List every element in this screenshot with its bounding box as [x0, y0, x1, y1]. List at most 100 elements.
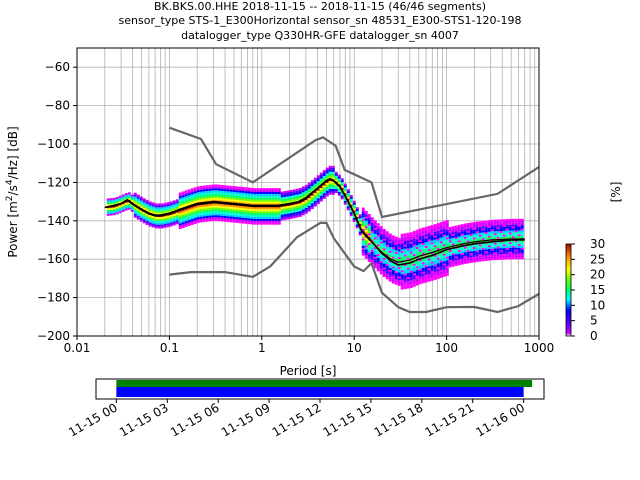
density-cell	[442, 242, 446, 245]
density-cell	[220, 186, 224, 189]
density-cell	[367, 252, 371, 255]
density-cell	[406, 251, 410, 254]
density-cell	[160, 205, 164, 208]
density-cell	[223, 192, 227, 195]
density-cell	[373, 224, 377, 227]
density-cell	[409, 243, 413, 246]
density-cell	[241, 192, 245, 195]
density-cell	[187, 221, 191, 224]
density-cell	[421, 262, 425, 265]
density-cell	[415, 229, 419, 232]
density-cell	[490, 233, 494, 236]
density-cell	[316, 190, 320, 193]
density-cell	[283, 206, 287, 209]
density-cell	[253, 207, 257, 210]
density-cell	[202, 210, 206, 213]
density-cell	[520, 253, 524, 256]
density-cell	[490, 219, 494, 222]
density-cell	[379, 241, 383, 244]
density-cell	[283, 198, 287, 201]
density-cell	[139, 219, 143, 222]
density-cell	[265, 213, 269, 216]
density-cell	[439, 266, 443, 269]
density-cell	[208, 219, 212, 222]
density-cell	[241, 219, 245, 222]
density-cell	[373, 231, 377, 234]
density-cell	[382, 269, 386, 272]
density-cell	[424, 280, 428, 283]
density-cell	[439, 247, 443, 250]
density-cell	[385, 273, 389, 276]
density-cell	[265, 199, 269, 202]
density-cell	[487, 254, 491, 257]
density-cell	[475, 254, 479, 257]
density-cell	[175, 214, 179, 217]
density-cell	[367, 214, 371, 217]
density-cell	[454, 258, 458, 261]
density-cell	[262, 209, 266, 212]
density-cell	[472, 245, 476, 248]
timeline-tick-label: 11-15 15	[321, 400, 375, 439]
density-cell	[439, 252, 443, 255]
density-cell	[433, 237, 437, 240]
density-cell	[424, 270, 428, 273]
density-cell	[292, 193, 296, 196]
density-cell	[361, 222, 365, 225]
density-cell	[256, 195, 260, 198]
density-cell	[436, 274, 440, 277]
density-cell	[406, 238, 410, 241]
density-cell	[265, 197, 269, 200]
density-cell	[430, 225, 434, 228]
density-cell	[232, 214, 236, 217]
density-cell	[271, 188, 275, 191]
density-cell	[424, 236, 428, 239]
density-cell	[319, 193, 323, 196]
density-cell	[253, 218, 257, 221]
density-cell	[133, 200, 137, 203]
density-cell	[364, 228, 368, 231]
timeline-tick-label: 11-15 03	[117, 400, 171, 439]
density-cell	[475, 223, 479, 226]
density-cell	[229, 210, 233, 213]
density-cell	[460, 231, 464, 234]
density-cell	[268, 222, 272, 225]
density-cell	[211, 219, 215, 222]
density-cell	[379, 235, 383, 238]
density-cell	[295, 196, 299, 199]
density-cell	[355, 211, 359, 214]
colorbar-tick-label: 30	[590, 237, 605, 251]
density-cell	[502, 242, 506, 245]
density-cell	[400, 274, 404, 277]
density-cell	[481, 255, 485, 258]
density-cell	[124, 208, 128, 211]
density-cell	[181, 191, 185, 194]
density-cell	[319, 199, 323, 202]
density-cell	[199, 191, 203, 194]
density-cell	[502, 253, 506, 256]
density-cell	[439, 229, 443, 232]
density-cell	[364, 224, 368, 227]
density-cell	[394, 240, 398, 243]
density-cell	[334, 179, 338, 182]
density-cell	[253, 188, 257, 191]
density-cell	[412, 269, 416, 272]
density-cell	[301, 211, 305, 214]
density-cell	[502, 248, 506, 251]
density-cell	[223, 206, 227, 209]
density-cell	[454, 262, 458, 265]
y-tick-label: −200	[37, 329, 70, 343]
density-cell	[169, 224, 173, 227]
density-cell	[415, 275, 419, 278]
density-cell	[235, 207, 239, 210]
density-cell	[175, 220, 179, 223]
density-cell	[154, 212, 158, 215]
density-cell	[379, 233, 383, 236]
density-cell	[244, 212, 248, 215]
density-cell	[118, 201, 122, 204]
density-cell	[238, 205, 242, 208]
density-cell	[514, 255, 518, 258]
density-cell	[451, 256, 455, 259]
density-cell	[460, 241, 464, 244]
density-cell	[508, 230, 512, 233]
density-cell	[424, 251, 428, 254]
